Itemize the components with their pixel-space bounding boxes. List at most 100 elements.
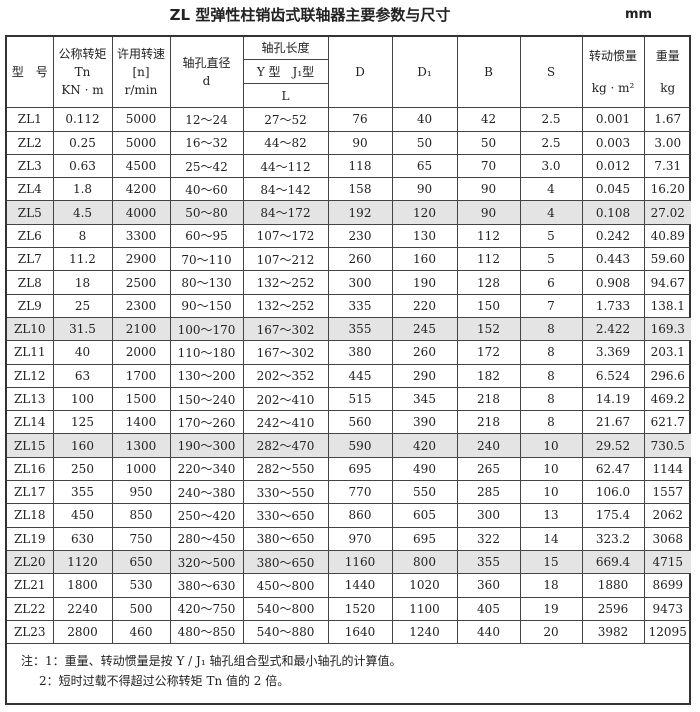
header-speed: 许用转速 [n] r/min	[111, 37, 171, 109]
cell-speed: 5000	[111, 107, 171, 132]
cell-D1: 90	[391, 177, 458, 202]
cell-S: 10	[519, 456, 583, 482]
cell-B: 218	[456, 410, 521, 435]
cell-inertia: 0.001	[581, 107, 645, 132]
cell-B: 112	[456, 247, 521, 272]
cell-S: 13	[519, 503, 583, 528]
cell-model: ZL8	[7, 270, 54, 295]
cell-torque: 31.5	[52, 316, 113, 342]
cell-weight: 59.60	[643, 247, 691, 272]
cell-torque: 250	[52, 456, 113, 482]
cell-D1: 50	[391, 130, 458, 155]
table-row: ZL14 125 1400 170～260 242～410 560 390 218 8 21.67…	[7, 410, 691, 435]
cell-length: 132～252	[242, 270, 329, 295]
cell-bore: 380～630	[169, 573, 244, 598]
cell-length: 84～172	[242, 200, 329, 225]
cell-B: 285	[456, 480, 521, 505]
cell-length: 380～650	[242, 526, 329, 551]
cell-inertia: 14.19	[581, 386, 645, 412]
header-inertia-unit: kg · m²	[591, 81, 635, 96]
cell-bore: 280～450	[169, 526, 244, 551]
table-row: ZL3 0.63 4500 25～42 44～112 118 65 70 3.0 0.012 7.3…	[7, 153, 691, 179]
cell-torque: 125	[52, 410, 113, 435]
cell-model: ZL14	[7, 410, 54, 435]
cell-speed: 2900	[111, 247, 171, 272]
header-weight: 重量 kg	[643, 37, 691, 109]
cell-D1: 420	[391, 433, 458, 458]
table-row: ZL4 1.8 4200 40～60 84～142 158 90 90 4 0.045 16.20	[7, 177, 691, 202]
header-bore-label: 轴孔直径	[182, 56, 231, 71]
table-row: ZL15 160 1300 190～300 282～470 590 420 240 10 29.5…	[7, 433, 691, 458]
cell-speed: 1500	[111, 386, 171, 412]
cell-weight: 169.3	[643, 316, 691, 342]
cell-S: 10	[519, 433, 583, 458]
header-torque-label: 公称转矩	[58, 47, 107, 62]
cell-model: ZL13	[7, 386, 54, 412]
cell-length: 107～172	[242, 223, 329, 249]
cell-inertia: 1880	[581, 573, 645, 598]
cell-model: ZL9	[7, 293, 54, 318]
cell-speed: 460	[111, 619, 171, 645]
cell-inertia: 323.2	[581, 526, 645, 551]
cell-B: 240	[456, 433, 521, 458]
cell-D1: 550	[391, 480, 458, 505]
cell-B: 440	[456, 619, 521, 645]
cell-torque: 25	[52, 293, 113, 318]
cell-weight: 1144	[643, 456, 691, 482]
cell-bore: 150～240	[169, 386, 244, 412]
cell-S: 8	[519, 410, 583, 435]
cell-bore: 110～180	[169, 340, 244, 365]
cell-torque: 40	[52, 340, 113, 365]
header-bore-symbol: d	[202, 74, 211, 89]
cell-inertia: 2.422	[581, 316, 645, 342]
cell-length: 540～880	[242, 619, 329, 645]
table-row: ZL23 2800 460 480～850 540～880 1640 1240 440 20 39…	[7, 619, 691, 645]
note-2: 2：短时过载不得超过公称转矩 Tn 值的 2 倍。	[39, 674, 290, 688]
cell-weight: 2062	[643, 503, 691, 528]
cell-weight: 4715	[643, 549, 691, 575]
cell-D: 355	[327, 316, 393, 342]
cell-bore: 25～42	[169, 153, 244, 179]
cell-B: 112	[456, 223, 521, 249]
cell-inertia: 0.908	[581, 270, 645, 295]
cell-D1: 190	[391, 270, 458, 295]
cell-D1: 290	[391, 363, 458, 388]
cell-speed: 1300	[111, 433, 171, 458]
cell-speed: 530	[111, 573, 171, 598]
cell-weight: 8699	[643, 573, 691, 598]
header-speed-unit: r/min	[124, 83, 158, 98]
cell-inertia: 1.733	[581, 293, 645, 318]
cell-model: ZL15	[7, 433, 54, 458]
cell-weight: 203.1	[643, 340, 691, 365]
cell-D: 970	[327, 526, 393, 551]
cell-bore: 170～260	[169, 410, 244, 435]
cell-speed: 850	[111, 503, 171, 528]
cell-bore: 420～750	[169, 596, 244, 621]
cell-D: 1440	[327, 573, 393, 598]
cell-B: 90	[456, 200, 521, 225]
cell-S: 4	[519, 177, 583, 202]
cell-length: 380～650	[242, 549, 329, 575]
cell-model: ZL12	[7, 363, 54, 388]
cell-bore: 240～380	[169, 480, 244, 505]
cell-inertia: 0.012	[581, 153, 645, 179]
cell-D: 860	[327, 503, 393, 528]
cell-model: ZL16	[7, 456, 54, 482]
header-weight-unit: kg	[660, 81, 676, 96]
cell-torque: 1800	[52, 573, 113, 598]
table-row: ZL2 0.25 5000 16～32 44～82 90 50 50 2.5 0.003 3.00	[7, 130, 691, 155]
table-row: ZL20 1120 650 320～500 380～650 1160 800 355 15 669…	[7, 549, 691, 575]
cell-S: 8	[519, 340, 583, 365]
cell-B: 150	[456, 293, 521, 318]
cell-length: 84～142	[242, 177, 329, 202]
cell-bore: 220～340	[169, 456, 244, 482]
cell-inertia: 0.242	[581, 223, 645, 249]
cell-weight: 9473	[643, 596, 691, 621]
cell-D: 445	[327, 363, 393, 388]
cell-B: 405	[456, 596, 521, 621]
table-row: ZL17 355 950 240～380 330～550 770 550 285 10 106.0…	[7, 480, 691, 505]
cell-length: 242～410	[242, 410, 329, 435]
header-speed-label: 许用转速	[116, 47, 165, 62]
cell-speed: 650	[111, 549, 171, 575]
cell-speed: 1700	[111, 363, 171, 388]
